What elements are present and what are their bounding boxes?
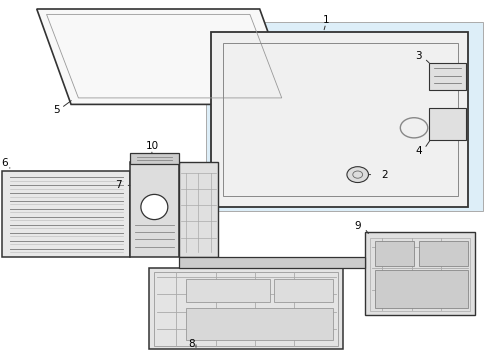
- Polygon shape: [149, 268, 343, 349]
- Polygon shape: [365, 232, 475, 315]
- Text: 9: 9: [354, 221, 361, 231]
- Text: 4: 4: [416, 146, 422, 156]
- Polygon shape: [186, 308, 333, 340]
- Text: 3: 3: [416, 51, 422, 61]
- Text: 10: 10: [146, 141, 158, 151]
- Polygon shape: [130, 153, 179, 164]
- Polygon shape: [274, 279, 333, 302]
- Text: 6: 6: [1, 158, 8, 168]
- Text: 8: 8: [188, 339, 195, 349]
- Polygon shape: [375, 241, 414, 266]
- Polygon shape: [2, 171, 130, 257]
- Polygon shape: [375, 270, 468, 308]
- Polygon shape: [419, 241, 468, 266]
- Text: 7: 7: [115, 180, 122, 190]
- Text: 2: 2: [381, 170, 388, 180]
- Text: 5: 5: [53, 105, 60, 115]
- Polygon shape: [130, 162, 179, 257]
- Polygon shape: [429, 108, 466, 140]
- Polygon shape: [186, 279, 270, 302]
- Polygon shape: [429, 63, 466, 90]
- Text: 1: 1: [322, 15, 329, 25]
- Polygon shape: [37, 9, 294, 104]
- Polygon shape: [211, 32, 468, 207]
- Polygon shape: [179, 162, 218, 257]
- Bar: [206, 22, 483, 211]
- Polygon shape: [179, 257, 365, 268]
- Ellipse shape: [141, 194, 168, 220]
- Circle shape: [347, 167, 368, 183]
